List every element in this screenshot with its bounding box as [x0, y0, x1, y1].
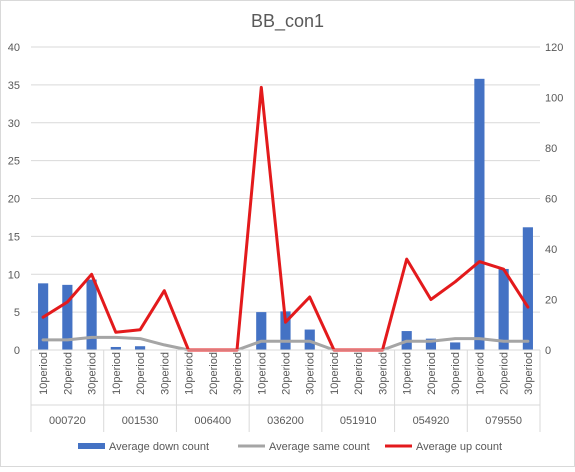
gridlines — [31, 46, 540, 351]
x-tick-label: 30period — [523, 352, 535, 395]
bar-11 — [280, 311, 291, 350]
bar-5 — [134, 346, 146, 350]
line-series — [41, 85, 530, 352]
x-tick-label: 20period — [62, 352, 74, 395]
x-tick-label: 30period — [232, 352, 244, 395]
bar-19 — [474, 78, 485, 350]
x-tick-label: 30period — [450, 352, 462, 395]
x-tick-label: 10period — [111, 352, 123, 395]
x-tick-label: 20period — [426, 352, 438, 395]
y-left-tick-label: 35 — [8, 80, 20, 92]
x-tick-label: 10period — [256, 352, 268, 395]
bar-3 — [86, 279, 97, 350]
y-right-tick-label: 60 — [545, 194, 557, 206]
y-right-tick-label: 100 — [545, 93, 563, 105]
group-label: 054920 — [413, 415, 450, 427]
bar-21 — [522, 227, 533, 350]
x-tick-label: 20period — [499, 352, 511, 395]
legend-label: Average down count — [109, 441, 209, 453]
group-label: 006400 — [194, 415, 231, 427]
y-left-tick-label: 15 — [8, 231, 20, 243]
group-label: 051910 — [340, 415, 377, 427]
x-tick-label: 20period — [135, 352, 147, 395]
series-line-2 — [41, 335, 530, 352]
group-label: 036200 — [267, 415, 304, 427]
y-left-tick-label: 0 — [14, 345, 20, 357]
legend-swatch — [78, 443, 105, 449]
bar-17 — [425, 338, 437, 350]
x-tick-label: 20period — [281, 352, 293, 395]
y-right-tick-label: 20 — [545, 295, 557, 307]
legend: Average down count Average same count Aver… — [78, 441, 502, 453]
group-label: 079550 — [485, 415, 522, 427]
bar-10 — [256, 312, 267, 350]
group-label: 001530 — [122, 415, 159, 427]
axes: 0 5 10 15 20 25 30 35 40 0 20 40 60 80 100 120 10period 2… — [8, 42, 563, 432]
bar-4 — [110, 346, 121, 350]
bar-2 — [62, 284, 73, 350]
y-left-tick-label: 30 — [8, 118, 20, 130]
chart-title: BB_con1 — [251, 11, 324, 32]
y-right-tick-label: 0 — [545, 345, 551, 357]
x-tick-label: 20period — [208, 352, 220, 395]
y-left-tick-label: 10 — [8, 269, 20, 281]
legend-label: Average same count — [269, 441, 370, 453]
legend-label: Average up count — [416, 441, 502, 453]
y-right-tick-label: 80 — [545, 143, 557, 155]
x-tick-label: 30period — [377, 352, 389, 395]
x-tick-label: 10period — [329, 352, 341, 395]
series-line-3 — [41, 85, 530, 352]
y-left-tick-label: 40 — [8, 42, 20, 54]
x-tick-label: 10period — [402, 352, 414, 395]
bar-18 — [450, 342, 461, 350]
y-left-tick-label: 20 — [8, 194, 20, 206]
x-tick-label: 10period — [184, 352, 196, 395]
x-tick-label: 10period — [474, 352, 486, 395]
x-tick-label: 10period — [38, 352, 50, 395]
x-tick-label: 30period — [87, 352, 99, 395]
y-right-tick-label: 120 — [545, 42, 563, 54]
group-label: 000720 — [49, 415, 86, 427]
y-left-tick-label: 5 — [14, 307, 20, 319]
x-tick-label: 30period — [159, 352, 171, 395]
y-right-tick-label: 40 — [545, 244, 557, 256]
x-tick-label: 20period — [353, 352, 365, 395]
y-left-tick-label: 25 — [8, 156, 20, 168]
x-tick-label: 30period — [305, 352, 317, 395]
bar-20 — [498, 268, 509, 350]
